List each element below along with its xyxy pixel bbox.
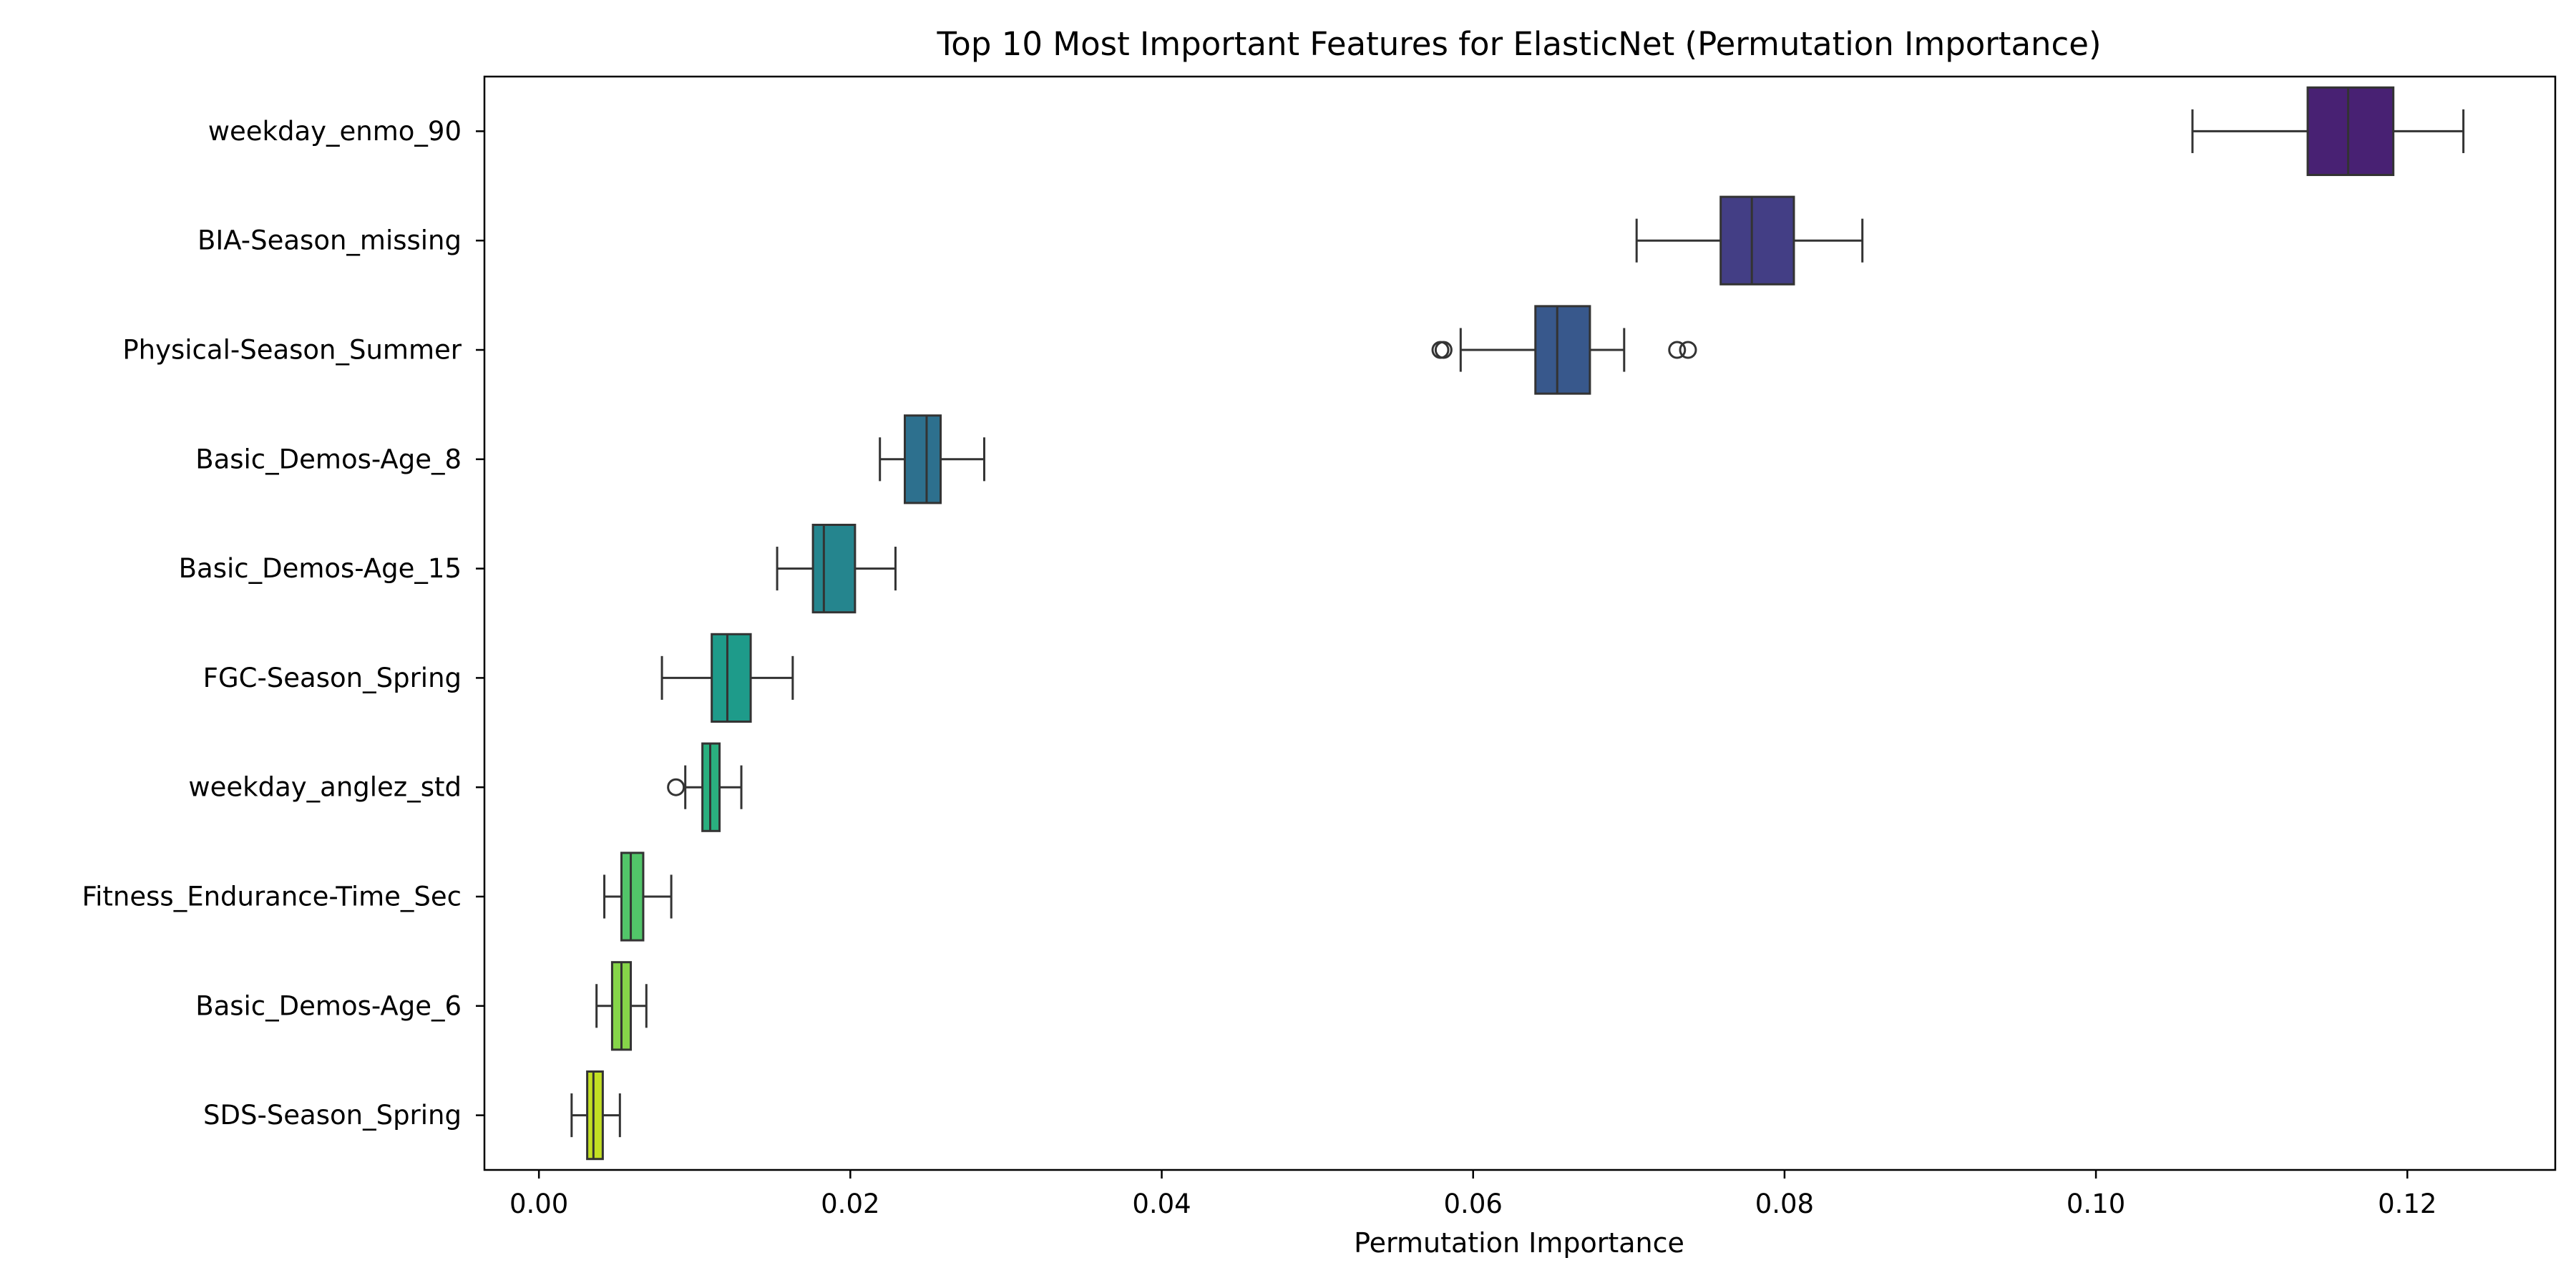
box-group [667,742,743,832]
box [1719,195,1795,286]
box-group [1431,305,1697,395]
box [811,523,857,614]
box-group [603,852,673,942]
x-axis: 0.00 0.02 0.04 0.06 0.08 0.10 0.12 [509,1170,2436,1219]
y-tick-label: Basic_Demos-Age_15 [179,553,462,584]
x-tick-label: 0.08 [1755,1189,1814,1219]
box-group [879,414,985,504]
y-tick-label: Basic_Demos-Age_8 [195,444,462,474]
x-tick-label: 0.12 [2378,1189,2436,1219]
box-group [570,1070,621,1161]
outlier-point [667,778,686,796]
y-axis: weekday_enmo_90 BIA-Season_missing Physica… [82,116,484,1131]
box [2306,86,2395,177]
x-tick-label: 0.02 [821,1189,879,1219]
box [1534,305,1591,395]
x-axis-label: Permutation Importance [1354,1227,1684,1259]
y-tick-label: Fitness_Endurance-Time_Sec [82,882,462,912]
x-tick-label: 0.10 [2067,1189,2125,1219]
plot-area [570,86,2465,1161]
outlier-point [1434,341,1453,359]
box [904,414,942,504]
y-tick-label: Basic_Demos-Age_6 [195,990,462,1021]
y-tick-label: weekday_enmo_90 [208,116,462,147]
outlier-point [1679,341,1697,359]
outlier-point [1668,341,1687,359]
y-tick-label: SDS-Season_Spring [203,1100,462,1131]
box [711,633,752,723]
x-tick-label: 0.00 [509,1189,568,1219]
box-group [2191,86,2465,177]
box [620,852,645,942]
box-group [660,633,794,723]
y-tick-label: BIA-Season_missing [197,225,462,256]
box [586,1070,604,1161]
box-group [1635,195,1864,286]
box-group [776,523,897,614]
x-tick-label: 0.06 [1444,1189,1503,1219]
x-tick-label: 0.04 [1132,1189,1191,1219]
y-tick-label: Physical-Season_Summer [122,335,462,366]
box-group [595,961,648,1051]
chart-title: Top 10 Most Important Features for Elast… [936,25,2101,63]
plot-frame [483,75,2557,1171]
y-tick-label: FGC-Season_Spring [203,663,462,693]
y-tick-label: weekday_anglez_std [188,772,462,803]
